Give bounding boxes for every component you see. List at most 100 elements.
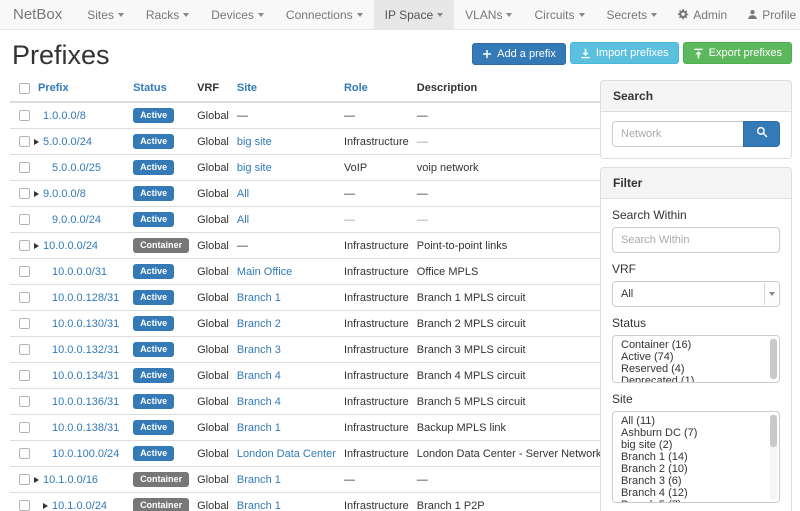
row-checkbox[interactable] (19, 110, 30, 122)
site-link[interactable]: Main Office (236, 265, 293, 278)
site-link[interactable]: All (236, 213, 250, 226)
expand-caret-icon[interactable] (34, 242, 39, 249)
row-checkbox[interactable] (19, 474, 30, 486)
expand-caret-icon[interactable] (34, 138, 39, 145)
prefix-link[interactable]: 5.0.0.0/24 (43, 135, 92, 148)
site-option[interactable]: big site (2) (621, 439, 673, 451)
nav-item-ip-space[interactable]: IP Space (373, 0, 455, 29)
nav-item-sites[interactable]: Sites (76, 0, 135, 29)
prefix-link[interactable]: 10.0.0.130/31 (52, 317, 120, 330)
row-checkbox[interactable] (19, 422, 30, 434)
prefix-link[interactable]: 1.0.0.0/8 (43, 109, 86, 122)
site-cell: All (232, 180, 340, 207)
site-option[interactable]: Branch 5 (7) (613, 499, 779, 502)
expand-caret-icon[interactable] (43, 502, 48, 509)
row-checkbox[interactable] (19, 318, 30, 330)
prefix-link[interactable]: 10.0.0.134/31 (52, 369, 120, 382)
vrf-select[interactable]: All (612, 281, 780, 307)
site-option[interactable]: Ashburn DC (7) (621, 427, 698, 439)
prefix-link[interactable]: 10.0.0.128/31 (52, 291, 120, 304)
prefix-link[interactable]: 5.0.0.0/25 (52, 161, 101, 174)
row-checkbox[interactable] (19, 500, 30, 511)
nav-item-admin[interactable]: Admin (668, 0, 737, 29)
nav-item-vlans[interactable]: VLANs (454, 0, 523, 29)
description-cell: — (412, 128, 606, 155)
prefix-link[interactable]: 10.0.0.132/31 (52, 343, 120, 356)
export-prefixes-button[interactable]: Export prefixes (682, 42, 792, 64)
column-header-prefix[interactable]: Prefix (34, 76, 130, 103)
nav-item-circuits[interactable]: Circuits (523, 0, 595, 29)
status-cell: Container (129, 232, 194, 259)
vrf-cell: Global (193, 414, 233, 441)
status-option[interactable]: Reserved (4) (621, 363, 685, 375)
row-checkbox[interactable] (19, 136, 30, 148)
row-checkbox[interactable] (19, 396, 30, 408)
prefix-link[interactable]: 10.0.0.0/24 (43, 239, 99, 252)
search-input[interactable] (612, 121, 743, 147)
column-header-status[interactable]: Status (129, 76, 194, 103)
row-checkbox[interactable] (19, 188, 30, 200)
row-checkbox[interactable] (19, 370, 30, 382)
tree-indent (34, 508, 43, 509)
nav-item-racks[interactable]: Racks (135, 0, 200, 29)
brand-link[interactable]: NetBox (13, 6, 63, 23)
expand-caret-icon[interactable] (34, 190, 39, 197)
row-checkbox[interactable] (19, 162, 30, 174)
nav-item-connections[interactable]: Connections (275, 0, 374, 29)
search-button[interactable] (743, 121, 780, 147)
status-option[interactable]: Container (16) (621, 339, 692, 351)
site-option[interactable]: Branch 4 (12) (621, 487, 688, 499)
site-link[interactable]: Branch 2 (236, 317, 281, 330)
site-link[interactable]: Branch 4 (236, 395, 281, 408)
site-scrollbar-thumb[interactable] (770, 415, 777, 447)
status-filter-list[interactable]: Container (16) Active (74) Reserved (4) Dep… (612, 335, 780, 383)
site-link[interactable]: Branch 1 (236, 473, 281, 486)
site-option[interactable]: Branch 3 (6) (621, 475, 682, 487)
vrf-dropdown-button[interactable] (764, 283, 778, 305)
site-link[interactable]: Branch 1 (236, 421, 281, 434)
add-a-prefix-button[interactable]: Add a prefix (472, 42, 566, 65)
row-checkbox[interactable] (19, 266, 30, 278)
prefix-link[interactable]: 10.1.0.0/16 (43, 473, 99, 486)
status-option[interactable]: Deprecated (1) (621, 375, 695, 383)
site-link[interactable]: big site (236, 135, 272, 148)
row-checkbox[interactable] (19, 214, 30, 226)
column-header-site[interactable]: Site (232, 76, 340, 103)
site-link[interactable]: Branch 1 (236, 499, 281, 511)
row-checkbox[interactable] (19, 344, 30, 356)
prefix-link[interactable]: 10.1.0.0/24 (52, 499, 108, 511)
site-link[interactable]: Branch 1 (236, 291, 281, 304)
status-cell: Active (129, 206, 194, 233)
tree-indent (34, 170, 43, 171)
status-option[interactable]: Active (74) (621, 351, 674, 363)
expand-caret-icon[interactable] (34, 476, 39, 483)
site-link[interactable]: All (236, 187, 250, 200)
prefix-link[interactable]: 10.0.100.0/24 (52, 447, 120, 460)
prefix-link[interactable]: 9.0.0.0/8 (43, 187, 86, 200)
prefix-link[interactable]: 10.0.0.0/31 (52, 265, 108, 278)
site-filter-list[interactable]: All (11) Ashburn DC (7) big site (2) Branch… (612, 411, 780, 503)
select-all-checkbox[interactable] (19, 82, 30, 94)
site-option[interactable]: All (11) (621, 415, 656, 427)
prefix-link[interactable]: 10.0.0.136/31 (52, 395, 120, 408)
prefix-link[interactable]: 9.0.0.0/24 (52, 213, 101, 226)
role-cell: Infrastructure (339, 232, 413, 259)
site-link[interactable]: Branch 4 (236, 369, 281, 382)
site-option[interactable]: Branch 2 (10) (621, 463, 688, 475)
nav-item-secrets[interactable]: Secrets (596, 0, 669, 29)
site-link[interactable]: London Data Center (236, 447, 336, 460)
search-within-input[interactable] (612, 227, 780, 253)
status-scrollbar-thumb[interactable] (770, 339, 777, 379)
site-link[interactable]: Branch 3 (236, 343, 281, 356)
row-checkbox[interactable] (19, 240, 30, 252)
site-link[interactable]: big site (236, 161, 272, 174)
column-header-role[interactable]: Role (339, 76, 413, 103)
row-checkbox[interactable] (19, 292, 30, 304)
prefix-link[interactable]: 10.0.0.138/31 (52, 421, 120, 434)
nav-item-devices[interactable]: Devices (200, 0, 275, 29)
import-prefixes-button[interactable]: Import prefixes (569, 42, 679, 64)
nav-item-profile[interactable]: Profile (737, 0, 800, 29)
site-option[interactable]: Branch 1 (14) (621, 451, 688, 463)
row-checkbox[interactable] (19, 448, 30, 460)
table-row: 10.0.0.0/31 Active Global Main Office Infras… (10, 258, 606, 285)
